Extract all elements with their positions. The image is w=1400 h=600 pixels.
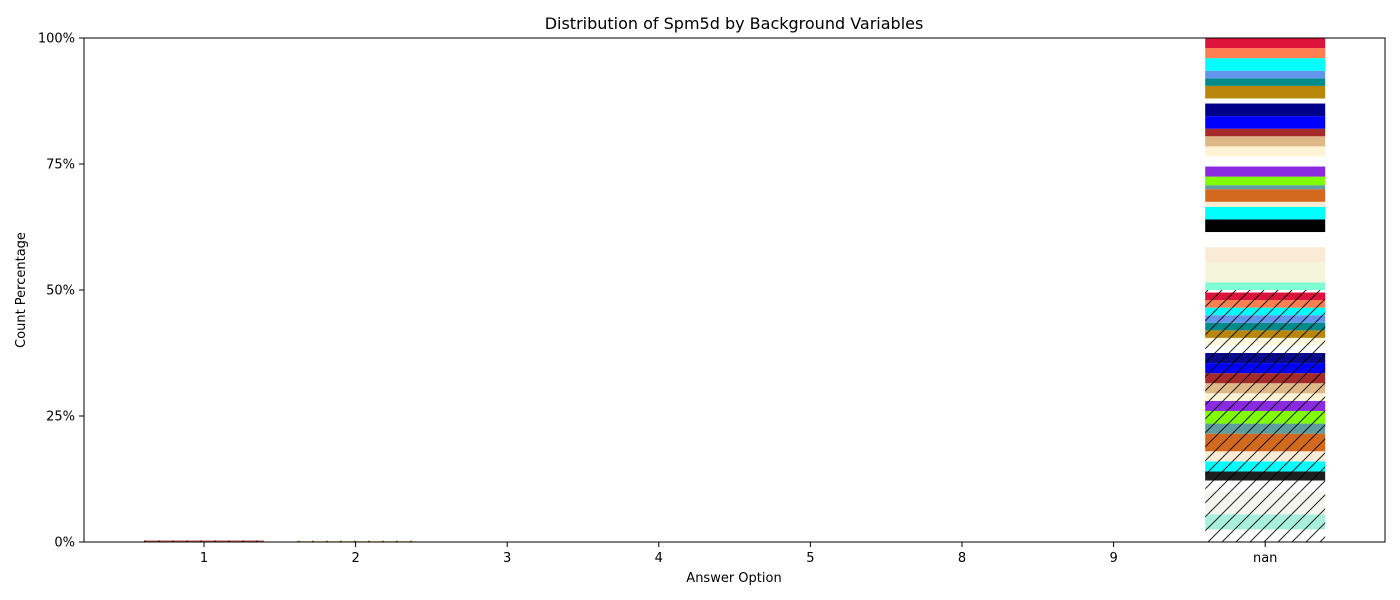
bar-segment-nan-48 bbox=[1205, 38, 1326, 49]
bar-segment-nan-27 bbox=[1205, 247, 1326, 263]
x-tick-label: 5 bbox=[806, 551, 814, 566]
x-tick-label: 1 bbox=[200, 551, 208, 566]
x-axis-label: Answer Option bbox=[686, 571, 781, 586]
bar-hatch-1-0 bbox=[144, 540, 264, 542]
bar-segment-nan-31 bbox=[1205, 201, 1326, 207]
bar-segment-nan-26 bbox=[1205, 262, 1326, 283]
bar-hatch-nan-13 bbox=[1205, 373, 1326, 384]
bar-hatch-nan-17 bbox=[1205, 337, 1326, 346]
bar-hatch-nan-11 bbox=[1205, 393, 1326, 401]
bar-segment-nan-25 bbox=[1205, 282, 1326, 290]
bar-segment-nan-40 bbox=[1205, 116, 1326, 129]
bar-segment-nan-43 bbox=[1205, 85, 1326, 99]
x-tick-label: 9 bbox=[1109, 551, 1117, 566]
bar-hatch-nan-15 bbox=[1205, 353, 1326, 364]
bar-hatch-nan-12 bbox=[1205, 383, 1326, 394]
bar-hatch-nan-9 bbox=[1205, 410, 1326, 424]
bar-hatch-nan-18 bbox=[1205, 330, 1326, 338]
x-tick-label: 2 bbox=[351, 551, 359, 566]
bar-hatch-nan-19 bbox=[1205, 322, 1326, 331]
bar-segment-nan-36 bbox=[1205, 156, 1326, 167]
bar-hatch-nan-23 bbox=[1205, 292, 1326, 301]
bar-hatch-nan-21 bbox=[1205, 307, 1326, 316]
bar-hatch-nan-4 bbox=[1205, 471, 1326, 481]
y-axis-label: Count Percentage bbox=[14, 232, 29, 348]
bar-hatch-nan-8 bbox=[1205, 423, 1326, 434]
bar-segment-nan-45 bbox=[1205, 70, 1326, 79]
bar-segment-nan-46 bbox=[1205, 58, 1326, 71]
y-tick-label: 50% bbox=[46, 284, 75, 299]
bar-hatch-nan-1 bbox=[1205, 514, 1326, 530]
bars-layer bbox=[144, 38, 1326, 542]
bar-segment-nan-29 bbox=[1205, 219, 1326, 233]
chart-title: Distribution of Spm5d by Background Vari… bbox=[545, 14, 924, 33]
bar-segment-nan-33 bbox=[1205, 185, 1326, 190]
bar-segment-nan-39 bbox=[1205, 128, 1326, 137]
bar-hatch-nan-20 bbox=[1205, 315, 1326, 323]
bar-hatch-nan-2 bbox=[1205, 491, 1326, 515]
bar-hatch-nan-6 bbox=[1205, 451, 1326, 462]
bar-segment-nan-32 bbox=[1205, 189, 1326, 202]
bar-hatch-2-0 bbox=[295, 540, 416, 542]
y-tick-label: 0% bbox=[54, 536, 75, 551]
y-tick-label: 100% bbox=[38, 32, 75, 47]
y-tick-label: 75% bbox=[46, 158, 75, 173]
bar-hatch-nan-5 bbox=[1205, 461, 1326, 472]
bar-segment-nan-37 bbox=[1205, 146, 1326, 157]
bar-segment-nan-38 bbox=[1205, 136, 1326, 147]
y-axis: 0% 25% 50% 75% 100% bbox=[38, 32, 84, 551]
x-tick-label: 4 bbox=[655, 551, 663, 566]
x-tick-label: nan bbox=[1253, 551, 1277, 566]
bar-hatch-nan-22 bbox=[1205, 300, 1326, 308]
bar-hatch-nan-0 bbox=[1205, 529, 1326, 542]
y-tick-label: 25% bbox=[46, 410, 75, 425]
x-tick-label: 3 bbox=[503, 551, 511, 566]
bar-hatch-nan-16 bbox=[1205, 345, 1326, 353]
bar-hatch-nan-14 bbox=[1205, 363, 1326, 374]
bar-segment-nan-42 bbox=[1205, 98, 1326, 104]
bar-segment-nan-41 bbox=[1205, 103, 1326, 117]
bar-segment-nan-47 bbox=[1205, 48, 1326, 59]
plot-frame bbox=[83, 37, 1386, 543]
bar-segment-nan-28 bbox=[1205, 232, 1326, 248]
bar-segment-nan-30 bbox=[1205, 206, 1326, 220]
x-axis: 1 2 3 4 5 8 9 nan bbox=[200, 542, 1277, 566]
bar-segment-nan-44 bbox=[1205, 78, 1326, 86]
x-tick-label: 8 bbox=[958, 551, 966, 566]
bar-hatch-nan-7 bbox=[1205, 433, 1326, 452]
bar-hatch-nan-24 bbox=[1205, 290, 1326, 293]
bar-segment-nan-35 bbox=[1205, 166, 1326, 177]
bar-hatch-nan-10 bbox=[1205, 400, 1326, 411]
bar-hatch-nan-3 bbox=[1205, 480, 1326, 492]
bar-segment-nan-34 bbox=[1205, 176, 1326, 186]
